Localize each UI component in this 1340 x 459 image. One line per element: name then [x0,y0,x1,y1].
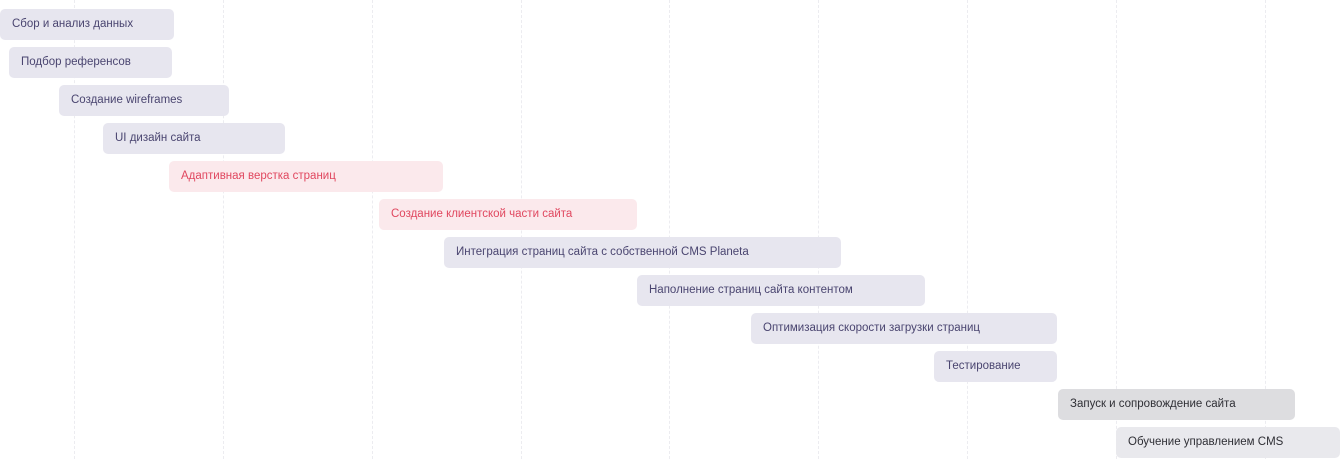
task-bar: Оптимизация скорости загрузки страниц [751,313,1057,344]
task-bar: Обучение управлением CMS [1116,427,1340,458]
grid-line [1265,0,1266,459]
task-bar: Сбор и анализ данных [0,9,174,40]
grid-line [223,0,224,459]
task-bar: Тестирование [934,351,1057,382]
grid-line [1116,0,1117,459]
task-bar: Создание wireframes [59,85,229,116]
grid-line [967,0,968,459]
task-bar: Запуск и сопровождение сайта [1058,389,1295,420]
task-bar: Интеграция страниц сайта с собственной C… [444,237,841,268]
task-bar: UI дизайн сайта [103,123,285,154]
task-bar: Подбор референсов [9,47,172,78]
task-bar: Создание клиентской части сайта [379,199,637,230]
task-bar: Адаптивная верстка страниц [169,161,443,192]
grid-line [74,0,75,459]
grid-line [669,0,670,459]
grid-line [818,0,819,459]
task-bar: Наполнение страниц сайта контентом [637,275,925,306]
grid-line [372,0,373,459]
